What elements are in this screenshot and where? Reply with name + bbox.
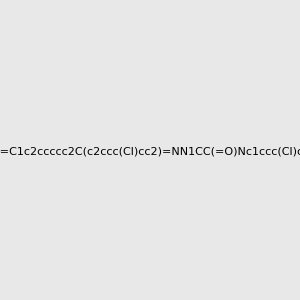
Text: O=C1c2ccccc2C(c2ccc(Cl)cc2)=NN1CC(=O)Nc1ccc(Cl)cc1: O=C1c2ccccc2C(c2ccc(Cl)cc2)=NN1CC(=O)Nc1… <box>0 146 300 157</box>
